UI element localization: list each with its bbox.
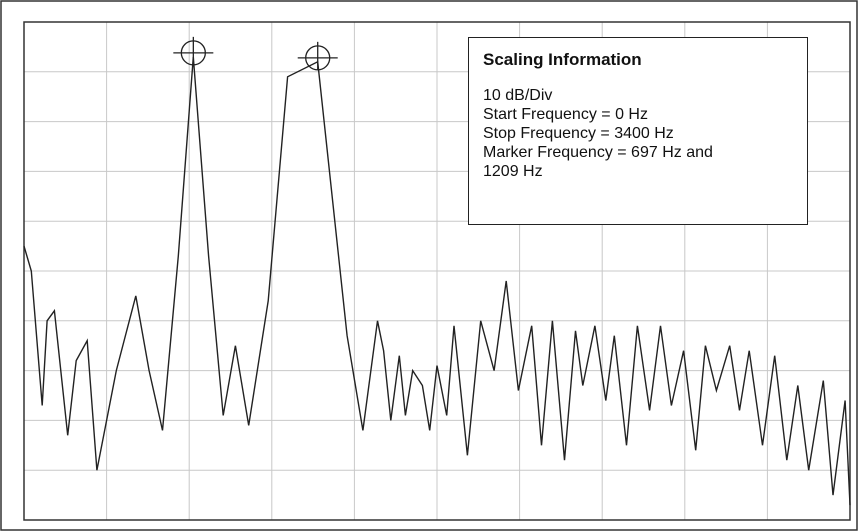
frequency-marker-icon	[173, 36, 214, 66]
scaling-db-per-div: 10 dB/Div	[483, 87, 553, 104]
scaling-stop-frequency: Stop Frequency = 3400 Hz	[483, 125, 674, 142]
scaling-start-frequency: Start Frequency = 0 Hz	[483, 106, 648, 123]
spectrum-trace	[23, 56, 851, 506]
frequency-marker-icon	[297, 41, 338, 71]
scaling-marker-frequency-cont: 1209 Hz	[483, 163, 543, 180]
scaling-marker-frequency: Marker Frequency = 697 Hz and	[483, 144, 713, 161]
plot-frame	[23, 21, 851, 521]
marker-group	[173, 36, 338, 71]
scaling-information-box: Scaling Information 10 dB/Div Start Freq…	[468, 37, 808, 225]
scaling-title: Scaling Information	[483, 50, 642, 69]
